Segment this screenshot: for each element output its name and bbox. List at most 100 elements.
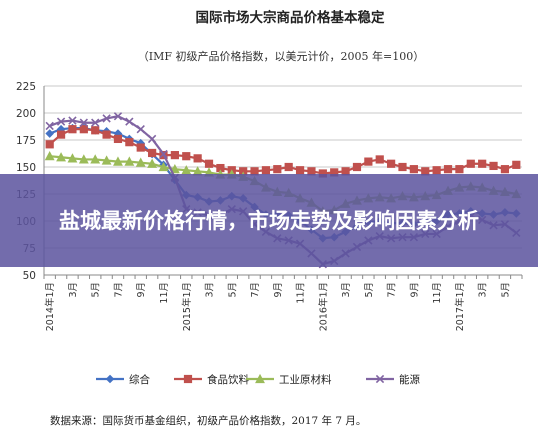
data-point [455, 165, 464, 174]
data-point [158, 161, 169, 172]
data-point [124, 156, 135, 166]
data-point [45, 140, 54, 149]
x-tick-label: 9月 [409, 282, 420, 298]
x-tick-label: 11月 [159, 282, 170, 304]
x-tick-label: 2015年1月 [181, 282, 193, 331]
data-point [44, 151, 55, 161]
data-point [136, 143, 145, 152]
x-tick-label: 11月 [296, 282, 307, 304]
legend-marker [375, 374, 385, 384]
x-tick-label: 7月 [113, 282, 124, 298]
x-tick-label: 2014年1月 [44, 282, 56, 331]
y-tick-label: 150 [16, 162, 36, 174]
data-point [125, 117, 134, 126]
legend-marker [255, 373, 265, 384]
legend: 综合 食品饮料 工业原材料 能源 [96, 373, 420, 386]
x-tick-label: 7月 [387, 282, 398, 298]
legend-marker [183, 374, 193, 384]
data-point [489, 161, 498, 171]
data-point [284, 162, 293, 172]
data-point [261, 166, 271, 175]
data-point [364, 157, 373, 166]
legend-label: 能源 [399, 373, 420, 386]
data-point [136, 125, 145, 134]
x-tick-label: 3月 [68, 282, 79, 298]
x-tick-label: 7月 [250, 282, 261, 298]
data-point [181, 165, 192, 175]
data-point [113, 112, 123, 121]
data-point [45, 129, 54, 138]
x-tick-label: 2017年1月 [454, 282, 466, 331]
data-point [56, 130, 66, 139]
x-tick-label: 9月 [136, 282, 147, 298]
x-tick-label: 3月 [205, 282, 216, 298]
data-point [148, 148, 157, 158]
x-tick-label: 5月 [364, 282, 375, 298]
data-point [45, 121, 54, 131]
data-point [56, 152, 67, 162]
data-point [113, 134, 123, 144]
data-point [101, 155, 112, 165]
data-point [91, 118, 100, 127]
x-tick-label: 5月 [91, 282, 102, 298]
data-point [500, 165, 510, 174]
data-point [79, 118, 88, 127]
data-point [432, 166, 441, 175]
y-tick-label: 50 [23, 270, 36, 282]
x-tick-label: 3月 [341, 282, 352, 298]
headline-banner: 盐城最新价格行情，市场走势及影响因素分析 [0, 174, 538, 267]
data-point [56, 117, 66, 126]
data-point [273, 165, 282, 174]
chart-subtitle: （IMF 初级产品价格指数，以美元计价，2005 年=100） [138, 49, 424, 63]
data-point [90, 154, 101, 164]
x-tick-label: 5月 [227, 282, 238, 298]
data-point [159, 149, 168, 159]
data-point [125, 138, 134, 147]
headline-text: 盐城最新价格行情，市场走势及影响因素分析 [59, 208, 479, 233]
x-tick-label: 2016年1月 [317, 282, 329, 331]
data-point [398, 162, 407, 172]
y-tick-label: 200 [16, 108, 36, 120]
data-point [67, 153, 78, 163]
data-point [352, 162, 362, 172]
legend-label: 综合 [129, 373, 150, 386]
chart-title: 国际市场大宗商品价格基本稳定 [196, 9, 385, 26]
data-point [79, 125, 88, 134]
legend-item-4: 能源 [366, 373, 420, 386]
legend-item-2: 食品饮料 [174, 373, 249, 386]
data-point [91, 126, 100, 135]
data-point [147, 134, 157, 144]
legend-marker [105, 374, 115, 384]
x-tick-label: 11月 [432, 282, 443, 304]
data-point [102, 114, 111, 123]
data-point [147, 158, 158, 168]
data-point [193, 154, 202, 163]
x-tick-label: 5月 [500, 282, 511, 298]
x-tick-label: 9月 [273, 282, 284, 298]
data-point [68, 116, 77, 125]
chart-source: 数据来源：国际货币基金组织，初级产品价格指数，2017 年 7 月。 [50, 414, 366, 427]
data-point [466, 159, 475, 168]
data-point [102, 130, 111, 139]
data-point [113, 156, 123, 166]
series-2 [45, 125, 521, 178]
data-point [169, 163, 180, 174]
legend-label: 食品饮料 [207, 373, 249, 386]
data-point [204, 159, 214, 168]
legend-label: 工业原材料 [279, 373, 332, 386]
data-point [135, 157, 146, 167]
data-point [68, 125, 77, 134]
data-point [375, 155, 384, 164]
data-point [182, 152, 191, 161]
data-point [295, 166, 305, 175]
data-point [478, 159, 487, 168]
data-point [387, 159, 396, 168]
y-tick-label: 175 [16, 135, 36, 147]
data-point [512, 160, 521, 169]
data-point [409, 165, 418, 174]
y-tick-label: 225 [16, 81, 36, 93]
data-point [78, 154, 89, 164]
data-point [443, 165, 453, 174]
legend-item-3: 工业原材料 [246, 373, 332, 386]
